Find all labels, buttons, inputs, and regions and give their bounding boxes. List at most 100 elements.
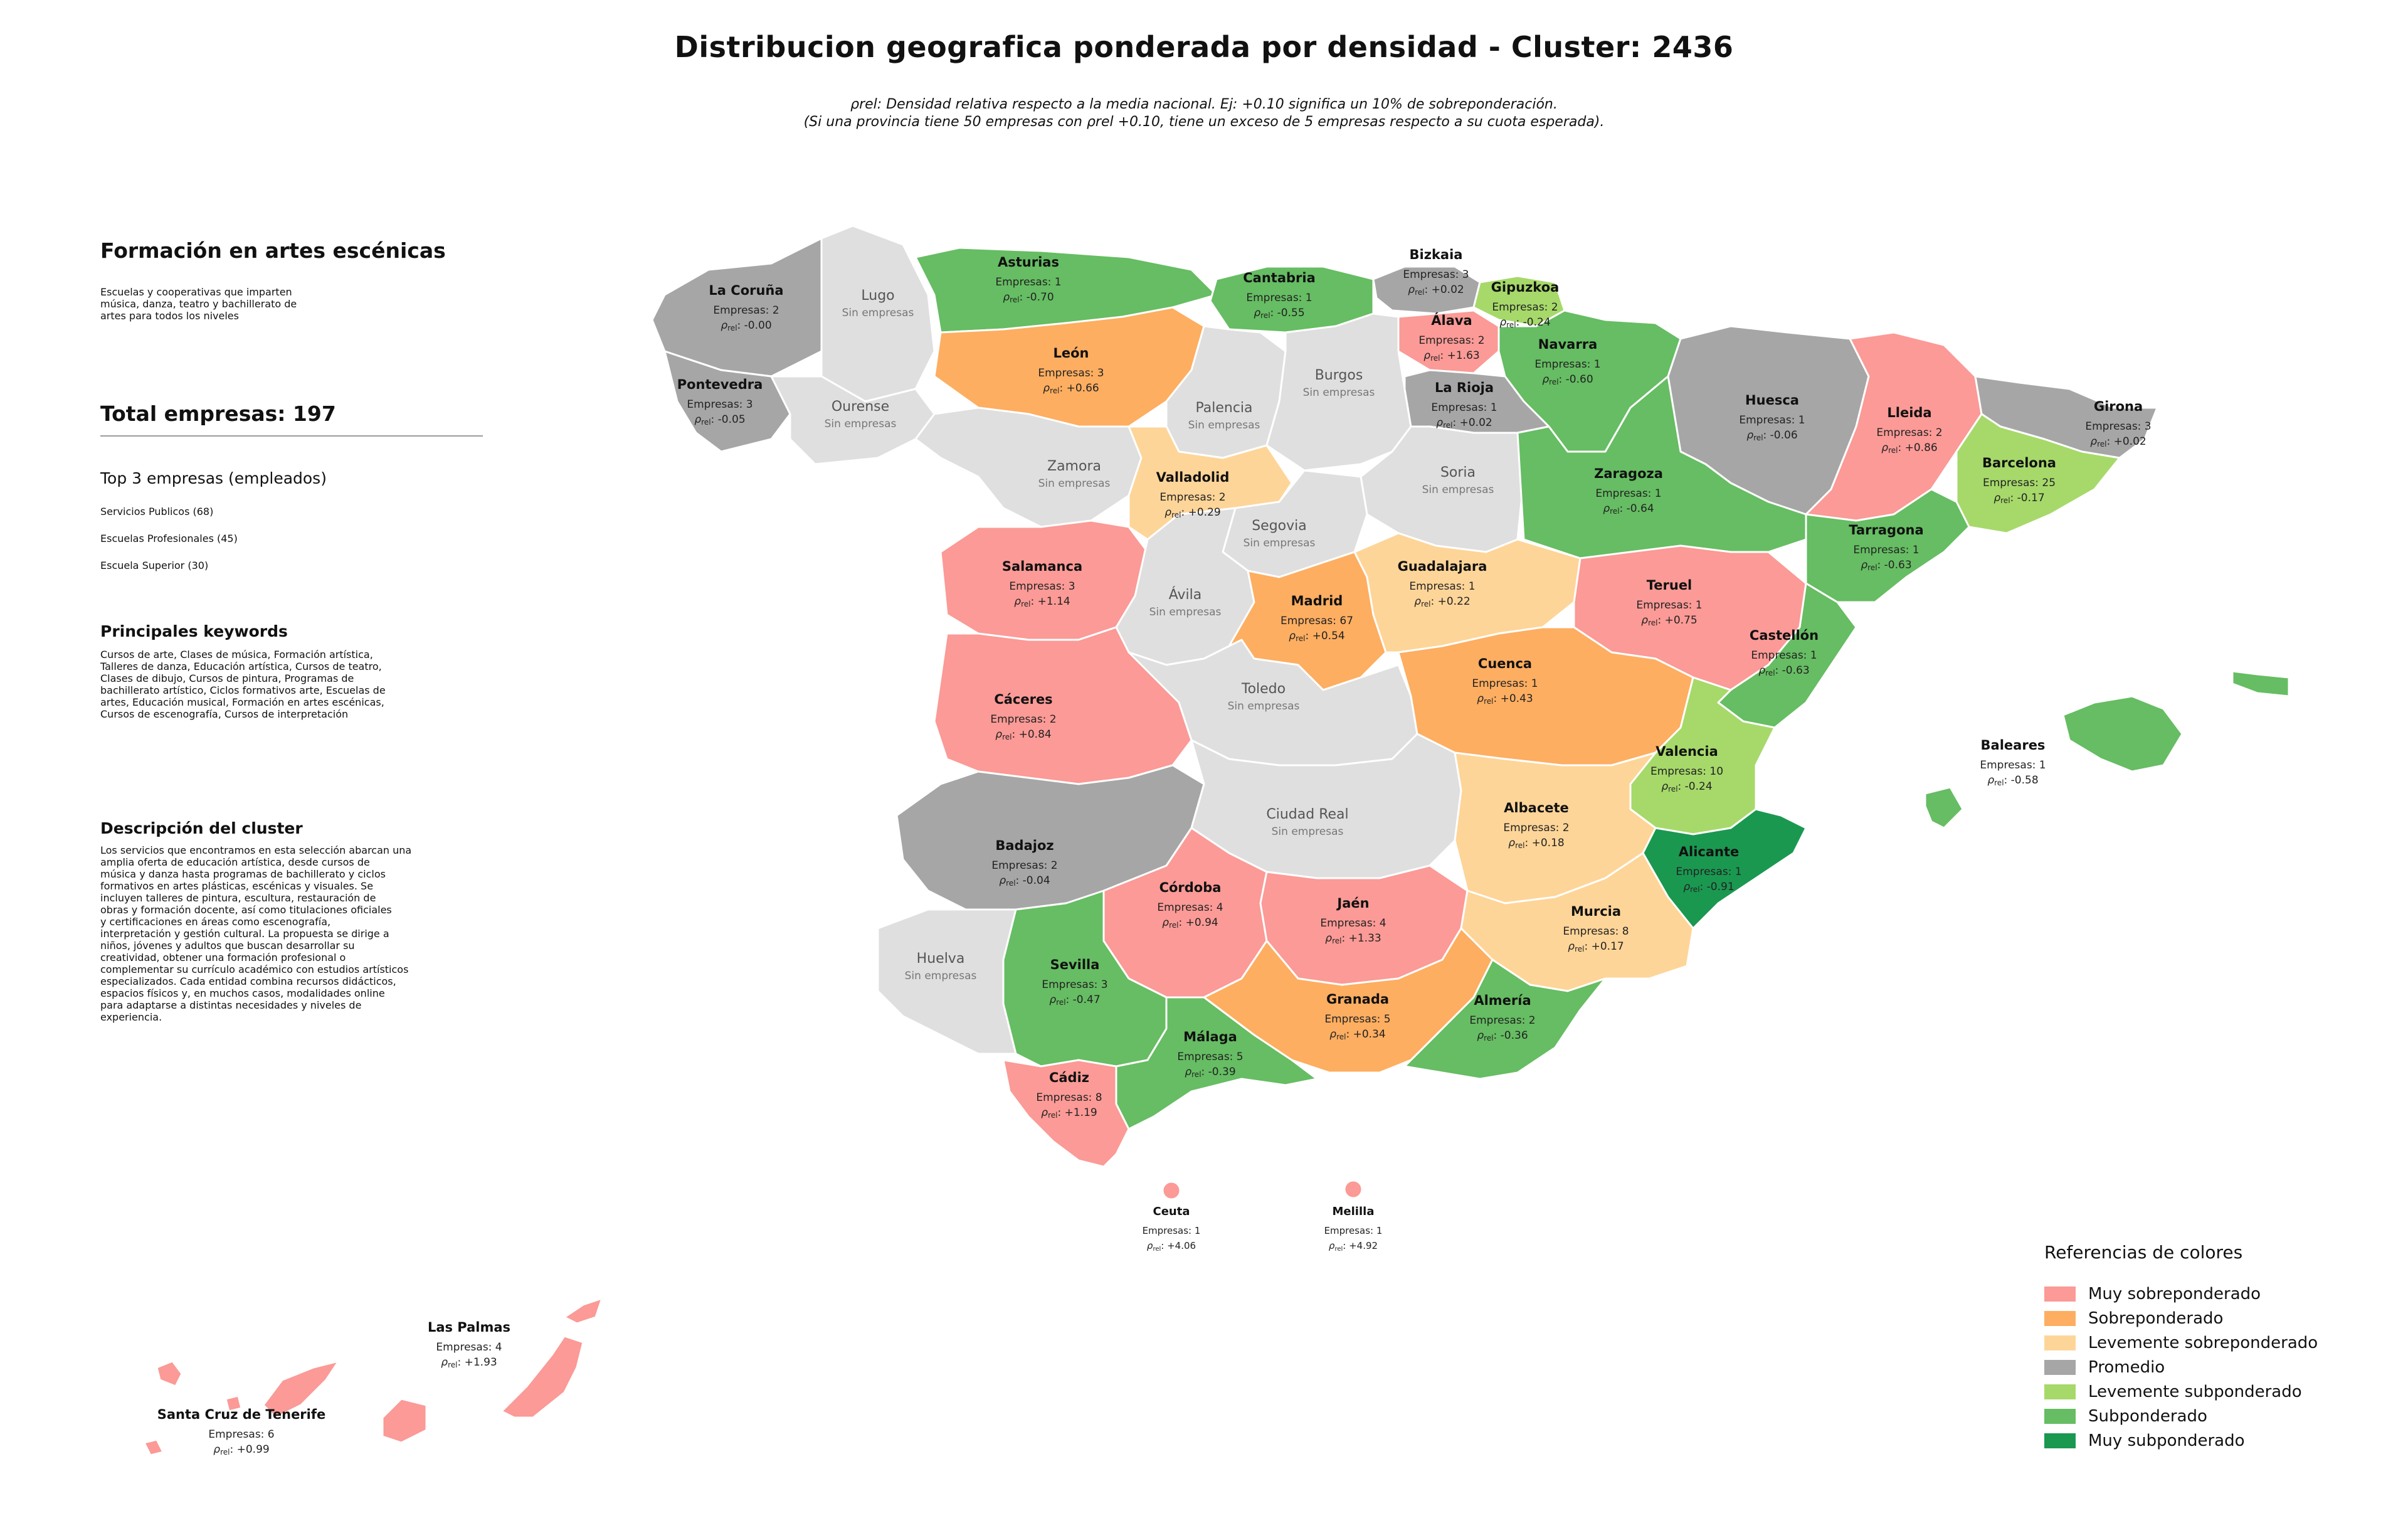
province-companies-la-coruna: Empresas: 2 (713, 304, 779, 317)
province-shape-pontevedra (663, 350, 791, 453)
province-zamora (914, 406, 1143, 528)
province-no-companies-avila: Sin empresas (1149, 606, 1222, 618)
province-rho-la-rioja: ρrel: +0.02 (1436, 416, 1492, 430)
province-name-teruel: Teruel (1647, 578, 1692, 593)
province-shape-zamora (914, 406, 1143, 528)
legend-item-promedio: Promedio (2044, 1355, 2318, 1379)
province-name-baleares: Baleares (1981, 738, 2046, 753)
province-rho-almeria: ρrel: -0.36 (1477, 1029, 1528, 1043)
province-companies-valladolid: Empresas: 2 (1159, 491, 1225, 504)
province-rho-navarra: ρrel: -0.60 (1542, 373, 1593, 386)
province-rho-madrid: ρrel: +0.54 (1289, 630, 1344, 643)
legend-item-subponderado: Subponderado (2044, 1404, 2318, 1428)
top-company-1: Servicios Publicos (68) (100, 506, 214, 517)
province-name-las-palmas: Las Palmas (428, 1320, 510, 1335)
province-companies-malaga: Empresas: 5 (1177, 1051, 1243, 1063)
province-name-ceuta: Ceuta (1153, 1205, 1190, 1218)
province-companies-huesca: Empresas: 1 (1739, 414, 1805, 427)
province-name-albacete: Albacete (1504, 800, 1569, 815)
province-rho-baleares: ρrel: -0.58 (1987, 774, 2038, 787)
province-companies-granada: Empresas: 5 (1324, 1013, 1390, 1026)
province-companies-baleares: Empresas: 1 (1980, 759, 2046, 772)
province-name-gipuzkoa: Gipuzkoa (1491, 280, 1560, 295)
province-ceuta (1161, 1180, 1181, 1201)
province-rho-cadiz: ρrel: +1.19 (1041, 1106, 1097, 1120)
province-rho-granada: ρrel: +0.34 (1329, 1028, 1385, 1041)
province-name-valencia: Valencia (1656, 744, 1718, 759)
top-company-2: Escuelas Profesionales (45) (100, 533, 238, 544)
province-name-bizkaia: Bizkaia (1410, 247, 1463, 262)
province-name-segovia: Segovia (1252, 518, 1307, 534)
province-companies-melilla: Empresas: 1 (1324, 1225, 1383, 1236)
legend-swatch (2044, 1408, 2076, 1424)
province-name-pontevedra: Pontevedra (677, 377, 763, 392)
province-rho-barcelona: ρrel: -0.17 (1993, 492, 2044, 505)
cluster-heading: Formación en artes escénicas (100, 238, 446, 263)
province-rho-santa-cruz-de-tenerife: ρrel: +0.99 (213, 1443, 269, 1456)
province-shape-almeria (1403, 958, 1607, 1080)
province-name-lugo: Lugo (861, 288, 894, 304)
province-no-companies-palencia: Sin empresas (1188, 419, 1260, 432)
province-name-madrid: Madrid (1291, 593, 1343, 608)
province-companies-alicante: Empresas: 1 (1676, 866, 1741, 878)
province-shape-barcelona (1955, 413, 2121, 534)
province-name-guadalajara: Guadalajara (1398, 559, 1487, 574)
province-shape-baleares (2062, 695, 2184, 773)
keywords-heading: Principales keywords (100, 622, 288, 640)
province-shape-caceres (933, 626, 1193, 785)
province-melilla (1343, 1179, 1363, 1199)
province-name-granada: Granada (1326, 992, 1389, 1007)
legend-label: Muy subponderado (2088, 1431, 2245, 1450)
province-companies-valencia: Empresas: 10 (1650, 765, 1723, 778)
province-name-ciudad-real: Ciudad Real (1266, 807, 1348, 822)
map-title: Distribucion geografica ponderada por de… (674, 30, 1734, 64)
province-name-jaen: Jaén (1336, 896, 1369, 911)
province-name-burgos: Burgos (1315, 368, 1363, 383)
province-cadiz (1002, 1059, 1130, 1168)
province-no-companies-huelva: Sin empresas (905, 970, 977, 982)
province-no-companies-ciudad-real: Sin empresas (1272, 825, 1344, 838)
province-caceres (933, 626, 1193, 785)
province-rho-pontevedra: ρrel: -0.05 (694, 413, 745, 427)
province-name-castellon: Castellón (1750, 628, 1819, 643)
province-companies-las-palmas: Empresas: 4 (436, 1341, 502, 1354)
province-name-palencia: Palencia (1195, 400, 1252, 416)
province-companies-albacete: Empresas: 2 (1503, 822, 1569, 834)
province-companies-zaragoza: Empresas: 1 (1595, 487, 1661, 500)
province-rho-salamanca: ρrel: +1.14 (1014, 595, 1070, 608)
province-shape-melilla (1343, 1179, 1363, 1199)
province-name-malaga: Málaga (1183, 1029, 1237, 1044)
province-name-santa-cruz-de-tenerife: Santa Cruz de Tenerife (157, 1407, 326, 1422)
province-companies-la-rioja: Empresas: 1 (1431, 401, 1497, 414)
province-companies-leon: Empresas: 3 (1038, 367, 1104, 379)
province-shape-las-palmas (381, 1398, 428, 1444)
province-shape-baleares (1924, 786, 1964, 829)
province-shape-baleares (2231, 670, 2290, 698)
province-rho-huesca: ρrel: -0.06 (1746, 429, 1797, 442)
province-name-cantabria: Cantabria (1243, 270, 1316, 285)
province-companies-teruel: Empresas: 1 (1636, 599, 1702, 612)
province-almeria (1403, 958, 1607, 1080)
province-name-valladolid: Valladolid (1156, 470, 1230, 485)
legend-title: Referencias de colores (2044, 1242, 2243, 1263)
province-rho-guadalajara: ρrel: +0.22 (1414, 595, 1470, 608)
legend-item-muy-sobreponderado: Muy sobreponderado (2044, 1281, 2318, 1306)
province-rho-cordoba: ρrel: +0.94 (1162, 916, 1218, 930)
province-companies-salamanca: Empresas: 3 (1009, 580, 1075, 593)
province-rho-asturias: ρrel: -0.70 (1003, 291, 1054, 304)
legend-label: Levemente subponderado (2088, 1382, 2302, 1401)
province-companies-santa-cruz-de-tenerife: Empresas: 6 (208, 1428, 274, 1441)
province-companies-madrid: Empresas: 67 (1281, 615, 1353, 627)
province-name-cordoba: Córdoba (1159, 880, 1222, 895)
province-name-navarra: Navarra (1538, 337, 1598, 352)
province-rho-bizkaia: ρrel: +0.02 (1408, 284, 1464, 297)
total-companies: Total empresas: 197 (100, 401, 336, 426)
province-companies-castellon: Empresas: 1 (1751, 649, 1817, 662)
province-no-companies-ourense: Sin empresas (825, 418, 897, 430)
province-companies-murcia: Empresas: 8 (1563, 925, 1629, 938)
province-rho-lleida: ρrel: +0.86 (1881, 442, 1937, 455)
province-rho-melilla: ρrel: +4.92 (1329, 1240, 1378, 1253)
province-companies-ceuta: Empresas: 1 (1143, 1225, 1201, 1236)
province-shape-las-palmas (500, 1335, 584, 1419)
province-no-companies-segovia: Sin empresas (1244, 537, 1316, 549)
